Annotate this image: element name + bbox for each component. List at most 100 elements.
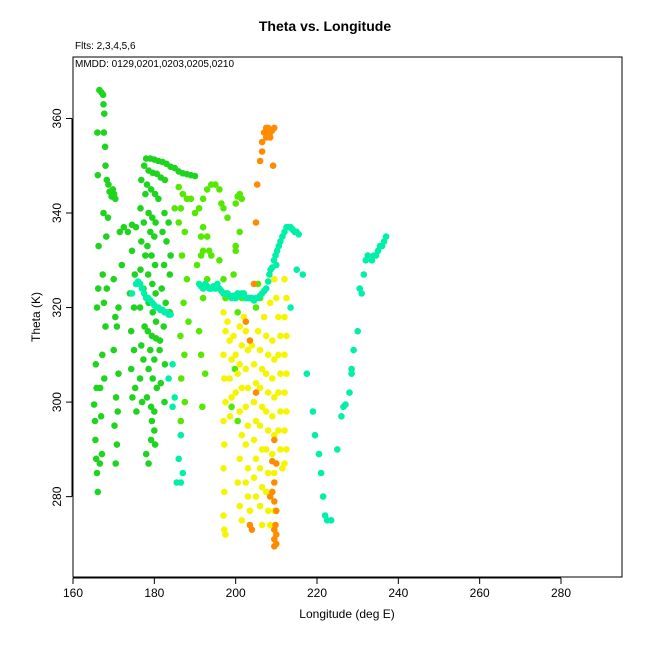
data-point: [256, 346, 264, 354]
data-point: [175, 455, 182, 463]
data-point: [203, 186, 211, 193]
data-point: [283, 294, 290, 302]
data-point: [151, 441, 159, 448]
data-point: [181, 351, 188, 359]
data-point: [179, 190, 187, 198]
data-point: [226, 413, 234, 420]
data-point: [127, 365, 135, 373]
data-point: [92, 436, 99, 444]
data-point: [230, 271, 237, 278]
data-point: [254, 327, 262, 335]
data-point: [97, 413, 105, 420]
data-point: [277, 446, 284, 453]
data-point: [169, 361, 176, 368]
data-point: [138, 342, 145, 349]
data-point: [220, 465, 227, 472]
data-point: [273, 507, 280, 515]
data-point: [350, 346, 357, 354]
data-point: [181, 228, 189, 236]
data-point: [169, 403, 176, 411]
data-point: [148, 252, 155, 259]
data-point: [143, 181, 151, 188]
data-point: [232, 247, 239, 255]
data-point: [222, 531, 229, 538]
data-point: [238, 342, 246, 349]
data-point: [364, 252, 372, 259]
data-point: [275, 427, 282, 434]
data-point: [281, 460, 288, 467]
data-point: [277, 332, 284, 340]
data-point: [142, 450, 150, 458]
x-tick-label: 180: [144, 586, 164, 600]
data-point: [91, 417, 99, 425]
data-point: [238, 195, 246, 203]
data-point: [101, 110, 108, 117]
data-point: [145, 460, 152, 467]
data-point: [271, 436, 278, 444]
data-point: [147, 186, 155, 193]
data-point: [191, 172, 199, 180]
x-tick-label: 220: [307, 586, 327, 600]
data-point: [141, 323, 148, 330]
data-point: [179, 469, 187, 477]
data-point: [94, 129, 101, 136]
data-point: [177, 431, 185, 439]
data-point: [163, 238, 170, 245]
data-point: [256, 157, 264, 165]
data-point: [264, 507, 272, 515]
data-point: [348, 370, 355, 378]
data-point: [103, 233, 110, 240]
data-point: [147, 346, 154, 354]
data-point: [99, 351, 106, 359]
data-point: [309, 408, 317, 415]
data-point: [315, 450, 323, 458]
data-point: [236, 323, 243, 330]
y-tick-label: 360: [50, 108, 64, 128]
data-point: [236, 455, 243, 463]
data-point: [273, 294, 280, 302]
data-point: [216, 257, 223, 264]
data-point: [256, 465, 264, 472]
data-point: [95, 242, 102, 250]
x-tick-label: 200: [226, 586, 246, 600]
data-point: [100, 101, 107, 108]
data-point: [162, 299, 169, 307]
data-point: [149, 309, 156, 316]
data-point: [317, 469, 325, 477]
data-point: [220, 351, 227, 359]
data-point: [148, 417, 156, 425]
data-point: [220, 512, 227, 519]
data-point: [208, 252, 215, 259]
data-point: [144, 271, 152, 278]
data-point: [147, 436, 155, 444]
data-point: [228, 356, 235, 363]
data-point: [93, 304, 101, 311]
data-point: [112, 195, 119, 203]
data-point: [226, 337, 233, 344]
data-point: [153, 384, 161, 392]
data-point: [271, 394, 278, 401]
data-point: [177, 332, 184, 340]
data-point: [144, 242, 151, 250]
data-point: [221, 488, 228, 496]
data-point: [281, 351, 288, 359]
data-point: [140, 219, 148, 226]
data-point: [250, 436, 258, 444]
data-point: [234, 309, 241, 316]
data-point: [256, 384, 264, 392]
data-point: [258, 521, 266, 529]
data-point: [171, 205, 178, 212]
data-point: [258, 138, 266, 146]
data-point: [216, 186, 223, 193]
data-point: [151, 233, 158, 240]
data-point: [250, 398, 258, 406]
data-point: [258, 365, 266, 373]
data-point: [151, 261, 159, 269]
data-point: [159, 228, 166, 236]
data-point: [250, 474, 258, 482]
data-point: [283, 332, 290, 340]
data-point: [120, 223, 128, 231]
data-point: [271, 356, 278, 363]
data-point: [145, 209, 152, 217]
